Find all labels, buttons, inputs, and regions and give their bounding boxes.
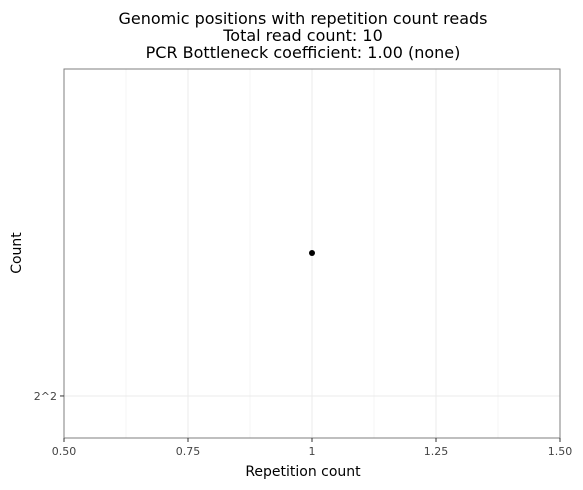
x-axis: 0.50 0.75 1 1.25 1.50 <box>52 438 573 458</box>
y-axis: 2^2 <box>34 390 64 403</box>
x-tick-label: 1.50 <box>548 445 573 458</box>
x-tick-label: 0.50 <box>52 445 77 458</box>
x-tick-label: 0.75 <box>176 445 201 458</box>
x-tick-label: 1.25 <box>424 445 449 458</box>
data-points <box>309 250 315 256</box>
y-axis-title: Count <box>9 232 25 274</box>
y-tick-label: 2^2 <box>34 390 57 403</box>
data-point <box>309 250 315 256</box>
chart-title: Genomic positions with repetition count … <box>118 9 487 62</box>
x-axis-title: Repetition count <box>245 464 361 480</box>
x-tick-label: 1 <box>309 445 316 458</box>
title-line-3: PCR Bottleneck coefficient: 1.00 (none) <box>146 43 461 62</box>
